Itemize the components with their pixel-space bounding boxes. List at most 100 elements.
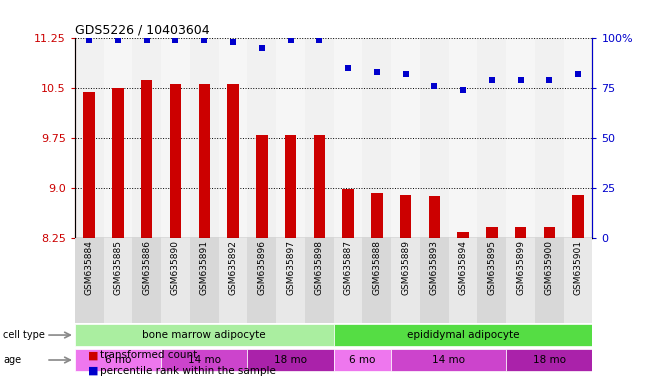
Bar [477,38,506,238]
Bar [449,238,477,323]
Bar [190,38,219,238]
Bar [170,84,181,238]
Point [372,69,382,75]
Text: GSM635898: GSM635898 [315,240,324,295]
Bar [506,238,535,323]
Text: GSM635887: GSM635887 [344,240,352,295]
Text: age: age [3,355,21,365]
Bar [161,349,247,371]
Bar [247,38,276,238]
Bar [572,195,584,238]
Bar [276,38,305,238]
Bar [161,38,190,238]
Text: 18 mo: 18 mo [533,354,566,364]
Bar [544,227,555,238]
Point [516,77,526,83]
Point [573,71,583,78]
Point [84,37,94,43]
Point [343,65,353,71]
Bar [457,232,469,238]
Text: GSM635889: GSM635889 [401,240,410,295]
Text: percentile rank within the sample: percentile rank within the sample [100,366,275,376]
Text: 6 mo: 6 mo [105,354,132,364]
Text: GSM635888: GSM635888 [372,240,381,295]
Point [199,37,210,43]
Bar [104,238,132,323]
Bar [428,196,440,238]
Text: GSM635897: GSM635897 [286,240,295,295]
Text: GSM635900: GSM635900 [545,240,554,295]
Text: 6 mo: 6 mo [349,354,376,364]
Point [314,37,324,43]
Text: GSM635895: GSM635895 [488,240,496,295]
Bar [247,238,276,323]
Point [171,37,181,43]
Bar [75,38,104,238]
Bar [333,349,391,371]
Bar [391,349,506,371]
Bar [199,84,210,238]
Point [458,87,468,93]
Bar [83,92,95,238]
Bar [104,38,132,238]
Text: GSM635899: GSM635899 [516,240,525,295]
Point [400,71,411,78]
Bar [449,38,477,238]
Text: cell type: cell type [3,330,45,340]
Bar [535,38,564,238]
Bar [506,38,535,238]
Bar [535,238,564,323]
Bar [420,38,449,238]
Bar [363,38,391,238]
Bar [256,135,268,238]
Point [544,77,555,83]
Bar [219,38,247,238]
Text: 18 mo: 18 mo [274,354,307,364]
Bar [305,38,333,238]
Bar [284,135,296,238]
Text: GSM635901: GSM635901 [574,240,583,295]
Bar [132,238,161,323]
Bar [363,238,391,323]
Bar [314,135,325,238]
Text: GSM635884: GSM635884 [85,240,94,295]
Text: GSM635893: GSM635893 [430,240,439,295]
Bar [342,189,353,238]
Bar [391,38,420,238]
Bar [141,80,152,238]
Bar [371,194,383,238]
Text: GSM635891: GSM635891 [200,240,209,295]
Point [429,83,439,89]
Bar [132,38,161,238]
Bar [305,238,333,323]
Bar [219,238,247,323]
Bar [391,238,420,323]
Text: GSM635886: GSM635886 [143,240,151,295]
Bar [477,238,506,323]
Text: GDS5226 / 10403604: GDS5226 / 10403604 [75,23,210,36]
Bar [75,238,104,323]
Bar [161,238,190,323]
Text: bone marrow adipocyte: bone marrow adipocyte [143,329,266,339]
Bar [333,238,363,323]
Text: 14 mo: 14 mo [432,354,465,364]
Bar [75,349,161,371]
Text: GSM635890: GSM635890 [171,240,180,295]
Bar [247,349,333,371]
Bar [515,227,526,238]
Bar [276,238,305,323]
Point [256,45,267,51]
Bar [506,349,592,371]
Text: ■: ■ [88,350,98,360]
Text: transformed count: transformed count [100,350,197,360]
Point [113,37,123,43]
Bar [112,88,124,238]
Text: GSM635896: GSM635896 [257,240,266,295]
Bar [333,324,592,346]
Text: GSM635885: GSM635885 [113,240,122,295]
Bar [486,227,497,238]
Text: 14 mo: 14 mo [187,354,221,364]
Bar [400,195,411,238]
Text: GSM635892: GSM635892 [229,240,238,295]
Text: epididymal adipocyte: epididymal adipocyte [407,329,519,339]
